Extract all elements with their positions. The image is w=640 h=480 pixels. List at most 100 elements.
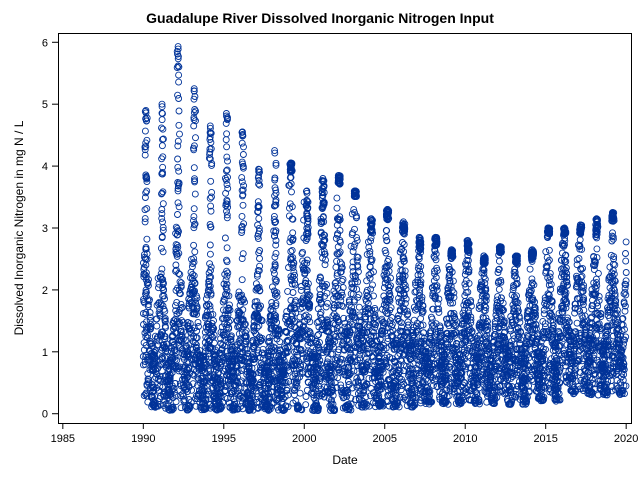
data-point [271, 184, 279, 192]
data-point [382, 299, 390, 307]
data-point [426, 388, 434, 395]
data-point [390, 400, 398, 408]
data-point [412, 287, 420, 295]
data-point [190, 224, 198, 232]
data-point [384, 208, 391, 216]
data-point [280, 369, 288, 377]
data-point [388, 341, 395, 349]
data-point [406, 388, 414, 396]
data-point [228, 368, 236, 375]
data-point [325, 327, 333, 335]
data-point [240, 143, 247, 151]
data-point [150, 348, 158, 356]
data-point [336, 238, 344, 246]
data-point [420, 329, 428, 337]
data-point [387, 274, 394, 282]
data-point [319, 175, 327, 182]
data-point [249, 356, 257, 363]
data-point [156, 382, 164, 390]
data-point [239, 151, 247, 158]
data-point [143, 114, 151, 122]
data-point [370, 328, 378, 336]
data-point [367, 237, 375, 245]
data-point [158, 103, 166, 111]
data-point [190, 205, 198, 213]
data-point [368, 220, 376, 228]
data-point [223, 181, 231, 188]
data-point [323, 281, 331, 289]
data-point [159, 328, 167, 336]
data-point [309, 359, 317, 367]
data-point [285, 378, 293, 385]
data-point [193, 334, 201, 342]
data-point [400, 394, 408, 402]
data-point [337, 268, 345, 276]
data-point [206, 337, 213, 345]
data-point [333, 221, 341, 229]
data-point [190, 241, 198, 249]
data-point [398, 375, 405, 383]
data-point [207, 177, 215, 185]
data-point [254, 301, 262, 309]
data-point [336, 248, 344, 256]
data-point [223, 355, 231, 363]
data-point [174, 43, 182, 51]
data-point [151, 355, 159, 362]
data-point [205, 320, 213, 328]
data-point [421, 348, 429, 356]
data-point [294, 405, 302, 412]
data-point [144, 301, 152, 309]
data-point [206, 148, 214, 156]
data-point [254, 232, 262, 240]
data-point [165, 389, 173, 397]
data-point [495, 257, 503, 265]
data-point [442, 358, 450, 366]
data-point [339, 302, 347, 310]
data-point [143, 205, 151, 213]
data-point [407, 350, 415, 358]
data-point [297, 405, 305, 413]
data-point [416, 375, 423, 383]
data-point [177, 326, 185, 334]
data-point [398, 297, 406, 305]
data-point [223, 211, 231, 219]
data-point [159, 136, 166, 144]
data-point [253, 398, 261, 406]
data-point [179, 390, 187, 398]
data-point [338, 341, 346, 349]
data-point [301, 269, 309, 277]
data-point [408, 351, 416, 359]
data-point [142, 189, 150, 197]
data-point [266, 337, 274, 345]
data-point [356, 374, 364, 382]
data-point [358, 403, 366, 411]
data-point [178, 317, 186, 325]
data-point [256, 262, 264, 270]
data-point [272, 159, 280, 167]
data-point [192, 117, 199, 125]
data-point [314, 343, 322, 351]
data-point [438, 377, 446, 385]
data-point [334, 250, 342, 258]
data-point [305, 304, 313, 312]
data-point [142, 109, 150, 117]
data-point [158, 109, 166, 117]
data-point [191, 248, 199, 256]
data-point [331, 290, 339, 298]
data-point [160, 305, 168, 313]
data-point [359, 379, 367, 387]
data-point [238, 316, 246, 324]
data-point [382, 226, 390, 234]
data-point [174, 243, 182, 251]
data-point [392, 368, 400, 376]
data-point [303, 210, 311, 218]
data-point [352, 396, 360, 403]
data-point [242, 327, 250, 335]
data-point [287, 276, 295, 284]
data-point [192, 402, 200, 410]
data-point [299, 248, 307, 256]
data-point [190, 255, 198, 263]
data-point [191, 296, 199, 304]
data-point [172, 223, 180, 231]
data-point [225, 318, 233, 326]
